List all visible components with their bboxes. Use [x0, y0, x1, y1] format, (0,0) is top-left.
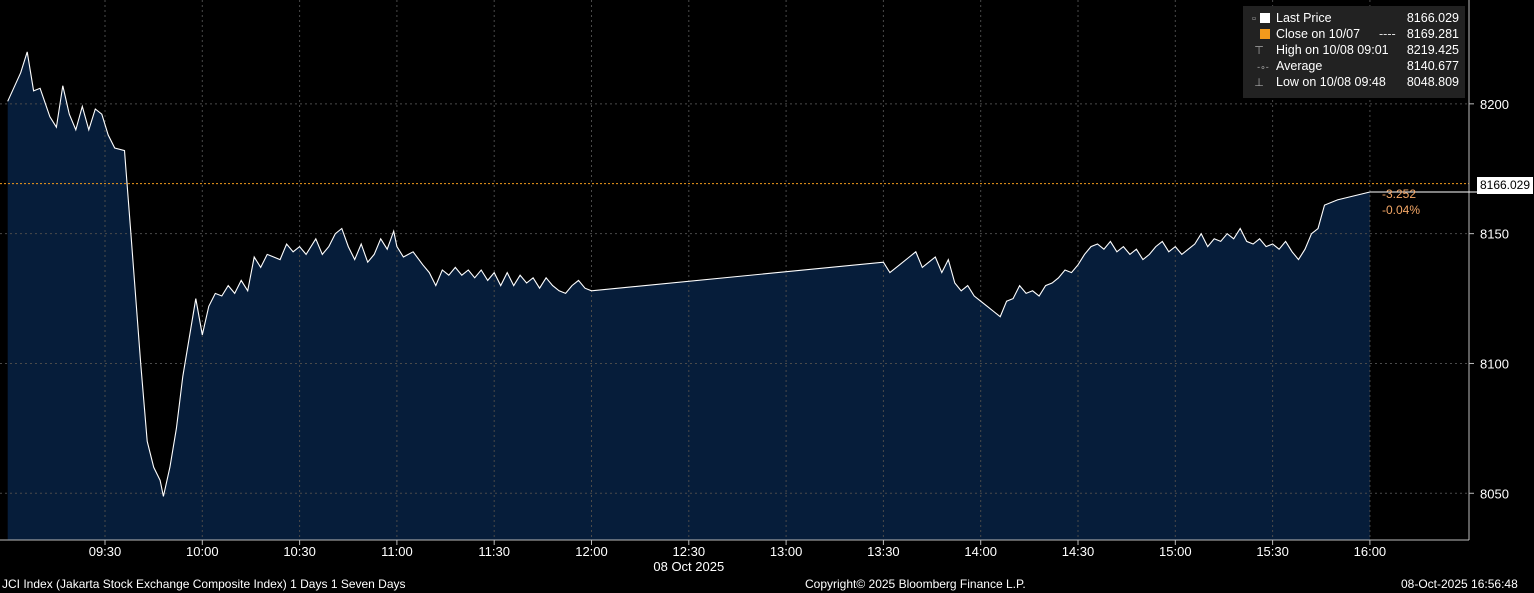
- high-marker-icon: ⊤: [1254, 45, 1264, 57]
- legend-value: 8166.029: [1406, 11, 1459, 25]
- legend-row-close: Close on 10/07 ---- 8169.281: [1243, 26, 1465, 42]
- chart-legend: ▫ Last Price 8166.029 Close on 10/07 ---…: [1243, 6, 1465, 98]
- y-tick-label: 8100: [1480, 356, 1509, 371]
- legend-dash: ----: [1379, 27, 1396, 41]
- legend-value: 8219.425: [1406, 43, 1459, 57]
- legend-label: Average: [1276, 59, 1323, 73]
- footer-copyright: Copyright© 2025 Bloomberg Finance L.P.: [805, 577, 1026, 591]
- x-tick-label: 16:00: [1354, 544, 1387, 559]
- change-percent: -0.04%: [1382, 203, 1421, 217]
- legend-label: Low on 10/08 09:48: [1276, 75, 1386, 89]
- y-tick-label: 8150: [1480, 227, 1509, 242]
- x-tick-label: 10:00: [186, 544, 219, 559]
- legend-value: 8140.677: [1406, 59, 1459, 73]
- y-tick-label: 8050: [1480, 486, 1509, 501]
- y-tick-label: 8200: [1480, 97, 1509, 112]
- x-tick-label: 11:30: [478, 544, 510, 559]
- legend-row-average: -∘- Average 8140.677: [1243, 58, 1465, 74]
- x-tick-label: 13:30: [867, 544, 900, 559]
- x-tick-label: 15:30: [1256, 544, 1289, 559]
- footer-timestamp: 08-Oct-2025 16:56:48: [1401, 577, 1518, 591]
- last-price-tag: 8166.029: [1477, 177, 1533, 194]
- legend-label: High on 10/08 09:01: [1276, 43, 1389, 57]
- legend-swatch-white: [1260, 13, 1270, 23]
- average-marker-icon: -∘-: [1257, 62, 1269, 72]
- legend-label: Close on 10/07: [1276, 27, 1361, 41]
- x-tick-label: 12:30: [673, 544, 706, 559]
- x-tick-label: 12:00: [575, 544, 608, 559]
- x-tick-label: 14:00: [964, 544, 997, 559]
- legend-row-high: ⊤ High on 10/08 09:01 8219.425: [1243, 42, 1465, 58]
- legend-value: 8169.281: [1406, 27, 1459, 41]
- x-tick-label: 09:30: [89, 544, 122, 559]
- legend-value: 8048.809: [1406, 75, 1459, 89]
- x-tick-label: 14:30: [1062, 544, 1095, 559]
- legend-label: Last Price: [1276, 11, 1332, 25]
- legend-row-last-price: ▫ Last Price 8166.029: [1243, 10, 1465, 26]
- price-line: [7, 51, 1371, 497]
- x-tick-label: 13:00: [770, 544, 803, 559]
- x-tick-label: 15:00: [1159, 544, 1192, 559]
- legend-row-low: ⊥ Low on 10/08 09:48 8048.809: [1243, 74, 1465, 90]
- footer-security-description: JCI Index (Jakarta Stock Exchange Compos…: [2, 577, 406, 591]
- change-absolute: -3.252: [1382, 187, 1417, 201]
- x-tick-label: 10:30: [283, 544, 316, 559]
- legend-swatch-orange: [1260, 29, 1270, 39]
- low-marker-icon: ⊥: [1254, 77, 1264, 89]
- x-date-label: 08 Oct 2025: [653, 559, 724, 574]
- x-tick-label: 11:00: [381, 544, 413, 559]
- legend-marker-icon: ▫: [1252, 13, 1256, 25]
